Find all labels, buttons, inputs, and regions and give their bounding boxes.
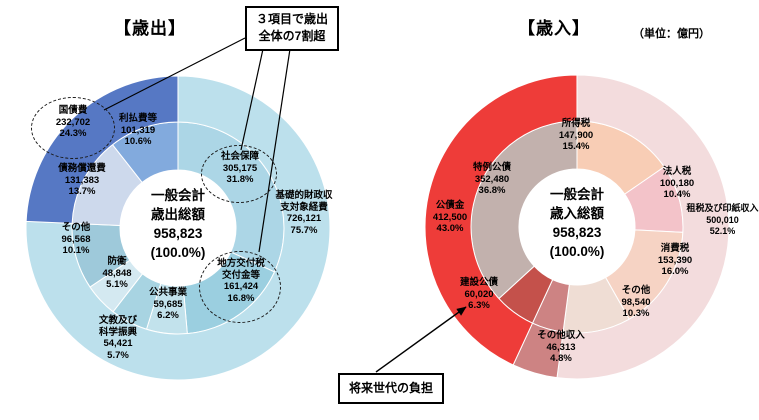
label-special-deficit-bonds: 特例公債 352,480 36.8% [472,162,511,196]
label-national-debt-service: 国債費 232,702 24.3% [55,105,91,139]
label-primary-balance-expenses: 基礎的財政収 支対象経費 726,121 75.7% [275,190,333,236]
label-public-works: 公共事業 59,685 6.2% [148,287,187,321]
label-construction-bonds: 建設公債 60,020 6.3% [459,277,498,311]
callout-connector-line-national-debt [103,37,246,111]
revenue-account-name: 一般会計 [550,187,604,202]
callout-connector-line-social-security [240,48,264,151]
label-other-revenues: その他収入 46,313 4.8% [537,330,585,364]
revenue-center-label: 一般会計 歳入総額 958,823 (100.0%) [535,185,619,261]
expenditure-total-title: 歳出総額 [151,207,205,222]
highlight-ellipse-national-debt [31,97,115,159]
expenditure-account-name: 一般会計 [151,188,205,203]
revenue-total-value: 958,823 [552,225,602,240]
label-defense: 防衛 48,848 5.1% [102,256,132,290]
three-items-callout-line1: ３項目で歳出 [255,12,328,26]
label-interest-payments: 利払費等 101,319 10.6% [118,113,157,147]
expenditure-total-pct: (100.0%) [150,245,206,260]
expenditure-chart-title: 【歳出】 [114,19,186,38]
future-burden-arrow [375,306,467,373]
label-corporate-tax: 法人税 100,180 10.4% [659,166,695,200]
segment-tax-and-stamp-revenues [556,74,730,380]
highlight-ellipse-local-allocation [199,251,281,323]
future-burden-callout: 将来世代の負担 [338,373,444,405]
three-items-callout: ３項目で歳出 全体の7割超 [245,6,339,51]
highlight-ellipse-social-security [201,145,277,203]
expenditure-center-label: 一般会計 歳出総額 958,823 (100.0%) [136,186,220,262]
label-tax-and-stamp-revenues: 租税及び印紙収入 500,010 52.1% [686,203,759,236]
label-others-revenue: その他 98,540 10.3% [621,285,651,319]
callout-connector-line-local-allocation [258,48,291,253]
label-government-bonds: 公債金 412,500 43.0% [432,200,468,234]
expenditure-total-value: 958,823 [153,226,203,241]
revenue-total-pct: (100.0%) [549,244,605,259]
label-income-tax: 所得税 147,900 15.4% [558,118,594,152]
label-consumption-tax: 消費税 153,390 16.0% [657,243,693,277]
segment-government-bonds [424,74,578,366]
three-items-callout-line2: 全体の7割超 [258,29,326,44]
unit-note: （単位：億円） [633,28,710,40]
label-debt-redemption: 債務償還費 131,383 13.7% [58,163,106,197]
label-others-expenditure: その他 96,568 10.1% [61,222,91,256]
label-social-security: 社会保障 305,175 31.8% [220,151,259,185]
revenue-total-title: 歳入総額 [550,206,604,221]
revenue-chart-title: 【歳入】 [518,19,590,38]
label-education-science: 文教及び 科学振興 54,421 5.7% [98,315,137,361]
label-local-allocation-tax: 地方交付税 交付金等 161,424 16.8% [217,258,265,304]
